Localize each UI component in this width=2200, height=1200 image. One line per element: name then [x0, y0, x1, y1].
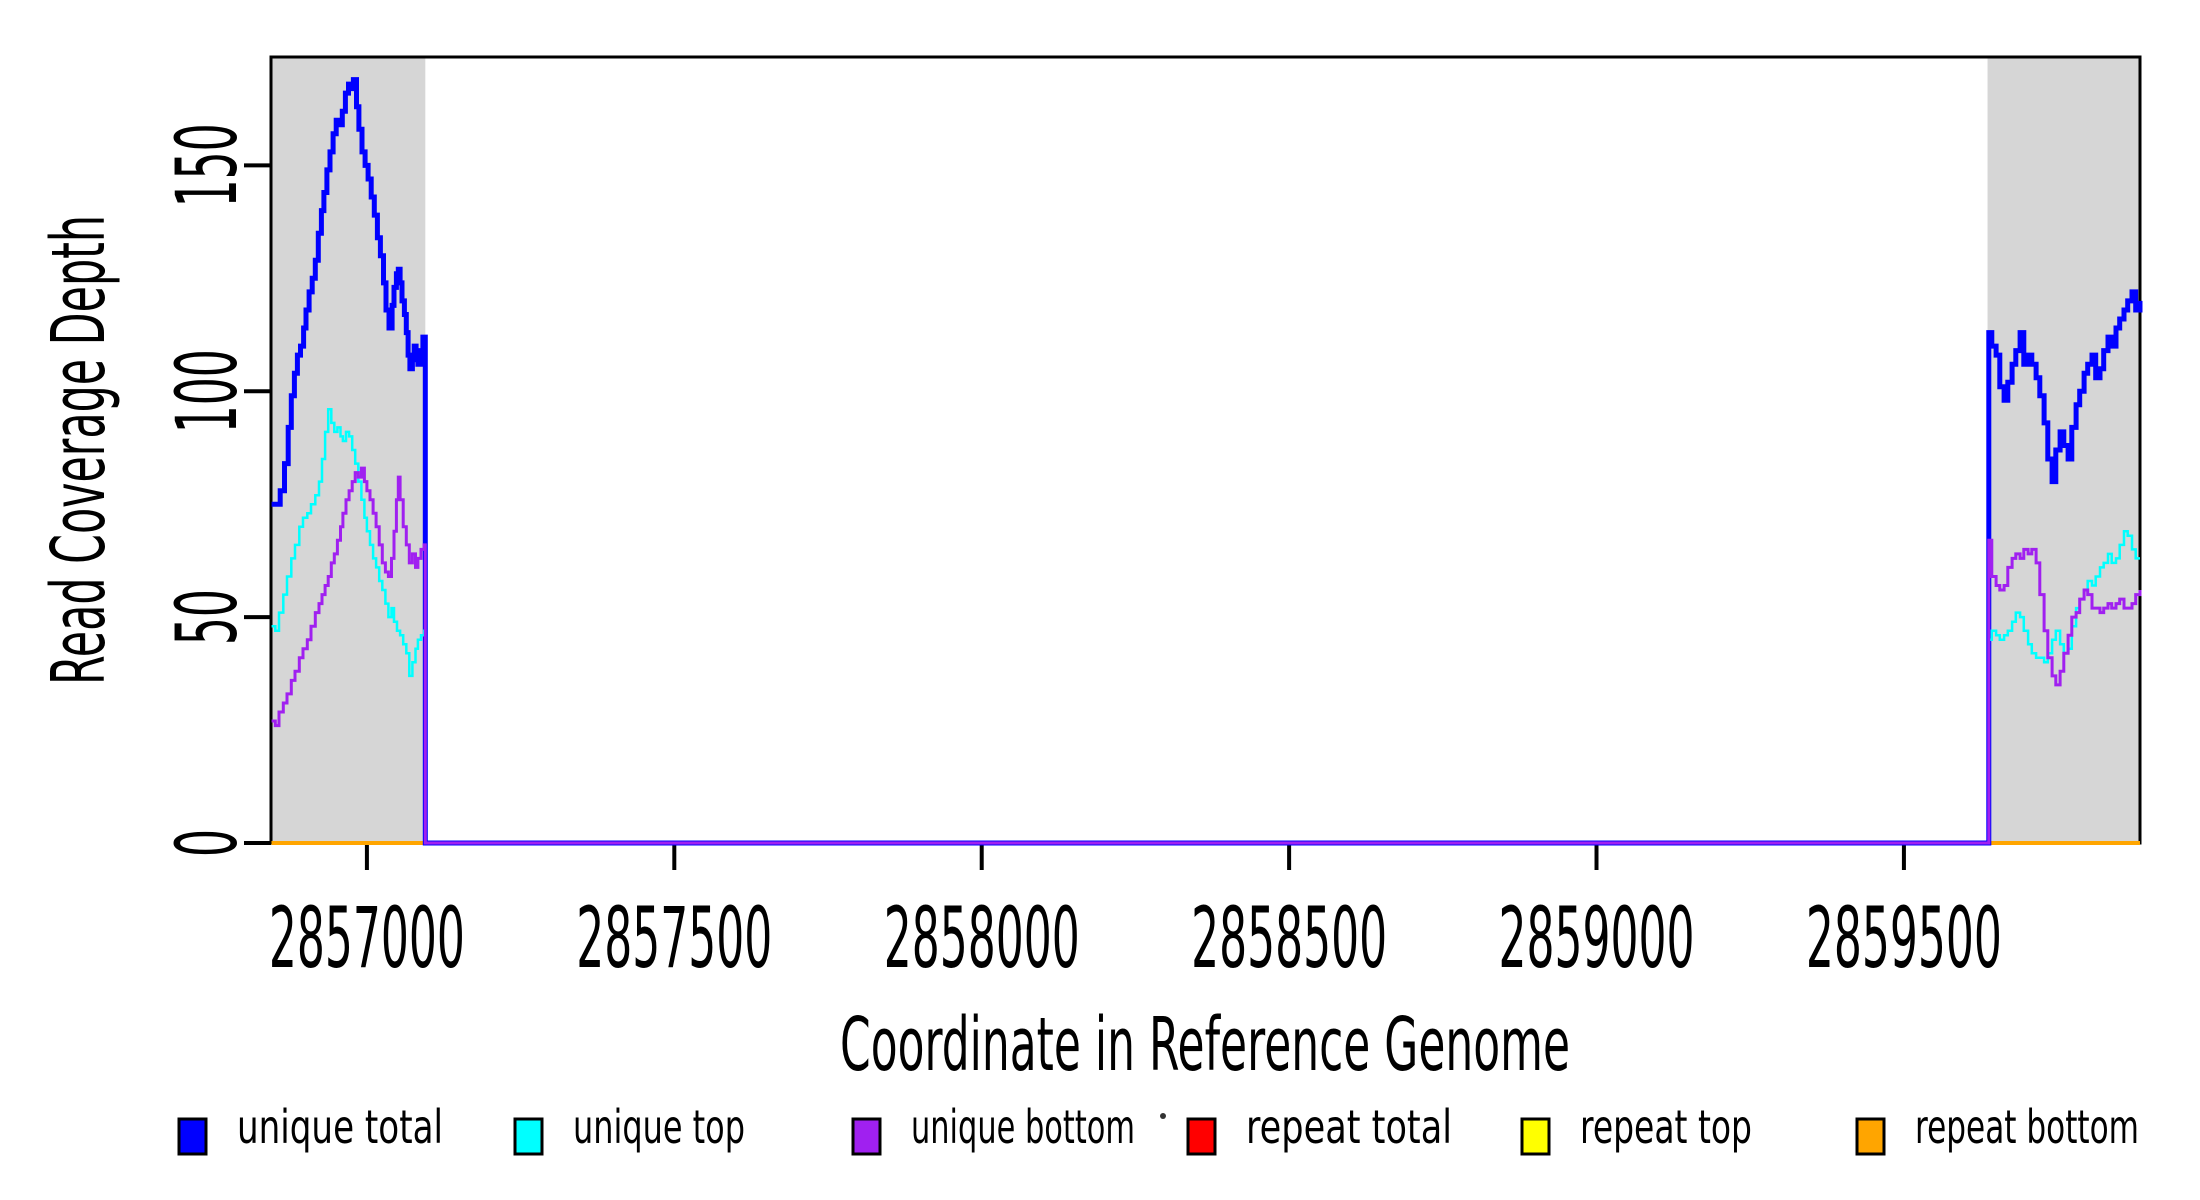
legend-label-unique-bottom: unique bottom — [911, 1100, 1135, 1154]
legend-item-unique-top: unique top — [513, 1100, 745, 1156]
legend-swatch-repeat-bottom — [1855, 1117, 1886, 1156]
highlight-regions-layer — [271, 57, 2140, 843]
y-tick-label: 50 — [158, 589, 256, 645]
legend-label-unique-total: unique total — [237, 1100, 443, 1154]
legend-stray-dot — [1160, 1113, 1166, 1119]
legend-swatch-unique-total — [177, 1117, 208, 1156]
series-line-unique-top — [271, 408, 2140, 845]
series-line-unique-total — [271, 77, 2143, 846]
y-tick-label: 0 — [158, 829, 256, 857]
series-line-unique-bottom — [271, 466, 2142, 845]
y-tick-label: 100 — [158, 349, 256, 433]
x-tick-label: 2859500 — [1806, 889, 2002, 987]
legend-item-repeat-top: repeat top — [1520, 1100, 1752, 1156]
legend-item-unique-total: unique total — [177, 1100, 443, 1156]
plot-box-layer — [269, 55, 2142, 845]
legend: unique total unique top unique bottom re… — [177, 1100, 2139, 1156]
legend-item-repeat-bottom: repeat bottom — [1855, 1100, 2139, 1156]
x-tick-label: 2857000 — [269, 889, 465, 987]
x-tick-label: 2857500 — [576, 889, 772, 987]
axis-ticks-layer: 2857000 2857500 2858000 2858500 2859000 28595… — [158, 123, 2002, 987]
legend-label-repeat-total: repeat total — [1246, 1100, 1452, 1154]
x-tick-label: 2859000 — [1499, 889, 1695, 987]
legend-item-repeat-total: repeat total — [1186, 1100, 1452, 1156]
highlight-region — [271, 57, 426, 843]
legend-label-repeat-top: repeat top — [1580, 1100, 1752, 1154]
y-axis-title: Read Coverage Depth — [36, 215, 122, 685]
plot-border — [269, 55, 2142, 845]
legend-swatch-unique-top — [513, 1117, 544, 1156]
legend-item-unique-bottom: unique bottom — [851, 1100, 1135, 1156]
y-tick-label: 150 — [158, 123, 256, 207]
x-axis-title: Coordinate in Reference Genome — [840, 1002, 1570, 1088]
legend-swatch-unique-bottom — [851, 1117, 882, 1156]
legend-swatch-repeat-top — [1520, 1117, 1551, 1156]
legend-label-repeat-bottom: repeat bottom — [1915, 1100, 2139, 1154]
x-tick-label: 2858500 — [1191, 889, 1387, 987]
legend-swatch-repeat-total — [1186, 1117, 1217, 1156]
x-tick-label: 2858000 — [884, 889, 1080, 987]
highlight-region — [1987, 57, 2140, 843]
legend-label-unique-top: unique top — [573, 1100, 745, 1154]
series-lines-layer — [271, 77, 2143, 846]
